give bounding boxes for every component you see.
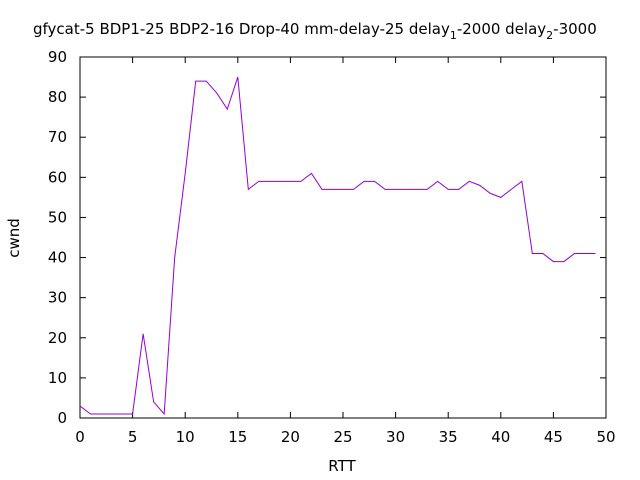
chart-title: gfycat-5 BDP1-25 BDP2-16 Drop-40 mm-dela… — [33, 20, 597, 42]
series-group — [79, 76, 596, 416]
y-tick-label: 0 — [57, 409, 67, 427]
series-line — [79, 76, 596, 416]
y-tick-label: 50 — [48, 208, 67, 226]
axes: 0 5 10 15 20 25 30 35 40 45 50 0 10 20 30 40 50 60 70 80 90 — [48, 48, 616, 446]
x-tick-label: 40 — [491, 428, 510, 446]
title-main: gfycat-5 BDP1-25 BDP2-16 Drop-40 mm-dela… — [33, 20, 450, 38]
y-tick-label: 40 — [48, 249, 67, 267]
x-tick-label: 50 — [596, 428, 615, 446]
y-axis-label: cwnd — [5, 218, 23, 258]
y-tick-label: 90 — [48, 48, 67, 66]
y-tick-label: 20 — [48, 329, 67, 347]
x-axis-label: RTT — [328, 457, 356, 475]
x-tick-label: 20 — [281, 428, 300, 446]
title-mid: -2000 delay — [457, 20, 546, 38]
y-tick-label: 60 — [48, 168, 67, 186]
title-sub1: 1 — [450, 29, 457, 42]
title-end: -3000 — [553, 20, 597, 38]
y-tick-label: 70 — [48, 128, 67, 146]
plot-frame — [79, 56, 607, 419]
x-tick-label: 35 — [439, 428, 458, 446]
y-tick-label: 80 — [48, 88, 67, 106]
x-tick-label: 30 — [386, 428, 405, 446]
x-tick-label: 5 — [128, 428, 138, 446]
x-tick-label: 0 — [75, 428, 85, 446]
x-tick-label: 10 — [176, 428, 195, 446]
y-tick-label: 30 — [48, 289, 67, 307]
y-tick-label: 10 — [48, 369, 67, 387]
x-tick-label: 45 — [544, 428, 563, 446]
title-sub2: 2 — [546, 29, 553, 42]
x-tick-label: 15 — [228, 428, 247, 446]
x-tick-label: 25 — [333, 428, 352, 446]
